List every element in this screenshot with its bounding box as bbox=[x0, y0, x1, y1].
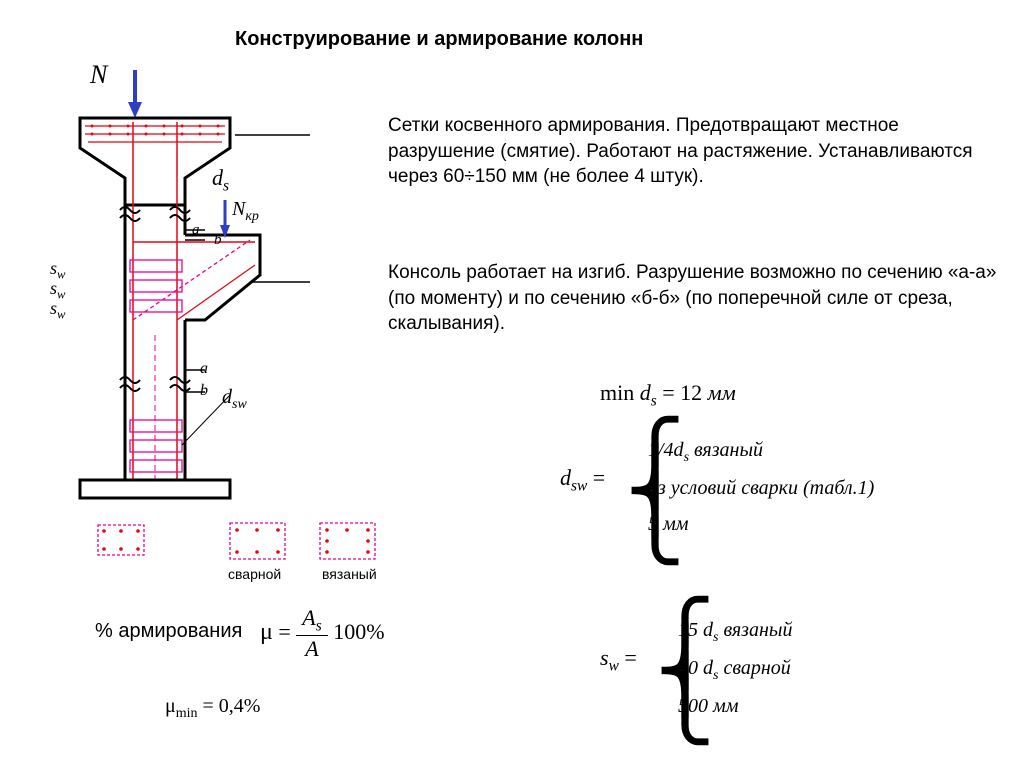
nkp-label: Nкр bbox=[232, 198, 259, 225]
sw-label-3: sw bbox=[50, 298, 65, 323]
a-label-lower: а bbox=[200, 360, 208, 378]
formula-sw-lhs: sw = bbox=[600, 645, 637, 675]
dsw-cases: 1/4ds вязаный из условий сварки (табл.1)… bbox=[648, 432, 874, 542]
column-diagram bbox=[30, 60, 310, 560]
formula-dsw-lhs: dsw = bbox=[560, 465, 605, 495]
b-label-lower: b bbox=[200, 382, 208, 400]
dsw-diagram-label: dsw bbox=[222, 386, 247, 413]
page-title: Конструирование и армирование колонн bbox=[235, 28, 643, 51]
mesh-description: Сетки косвенного армирования. Предотвращ… bbox=[388, 113, 998, 190]
formula-min-ds: min ds = 12 мм bbox=[600, 380, 736, 410]
sw-cases: 15 ds вязаный 20 ds сварной 500 мм bbox=[678, 612, 792, 724]
corbel-description: Консоль работает на изгиб. Разрушение во… bbox=[388, 260, 1018, 337]
formula-mu-min: μmin = 0,4% bbox=[165, 695, 260, 722]
percent-arm-label: % армирования bbox=[95, 620, 242, 643]
n-label: N bbox=[90, 60, 107, 90]
cross-sections bbox=[225, 518, 405, 573]
formula-mu: μ = As A 100% bbox=[260, 605, 385, 662]
b-label-upper: b bbox=[214, 232, 222, 249]
a-label-upper: а bbox=[192, 222, 200, 239]
ds-label: ds bbox=[212, 165, 229, 195]
welded-label: сварной bbox=[228, 566, 281, 582]
tied-label: вязаный bbox=[322, 566, 377, 582]
